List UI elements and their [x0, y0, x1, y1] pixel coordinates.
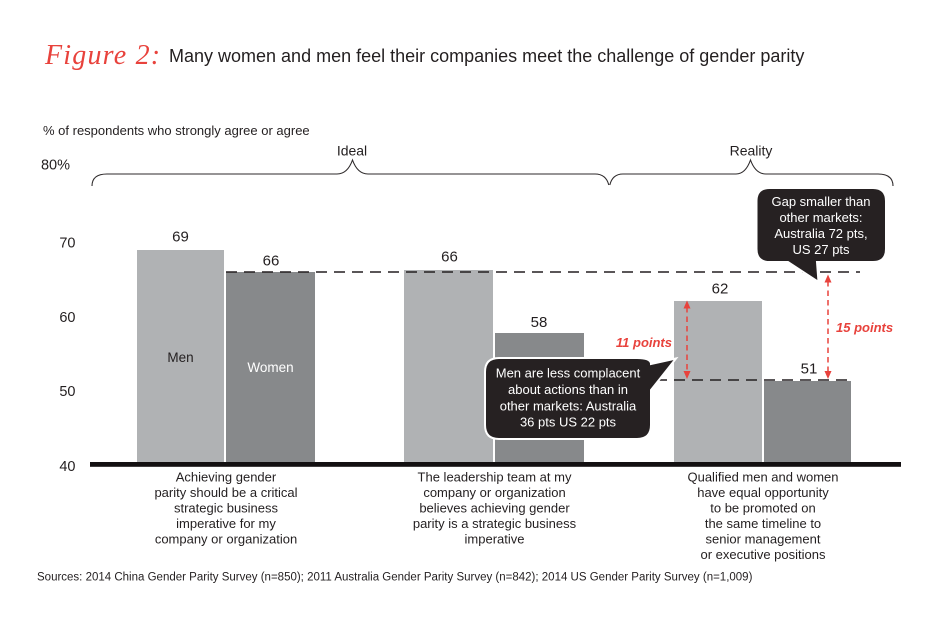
svg-text:imperative: imperative	[465, 532, 525, 547]
svg-text:Qualified men and women: Qualified men and women	[687, 470, 838, 485]
svg-text:11 points: 11 points	[616, 335, 672, 350]
svg-text:strategic business: strategic business	[174, 501, 279, 516]
svg-text:Men are less complacent: Men are less complacent	[496, 366, 641, 381]
svg-text:other markets: Australia: other markets: Australia	[500, 399, 637, 414]
svg-text:36 pts US 22 pts: 36 pts US 22 pts	[520, 415, 617, 430]
svg-text:imperative for my: imperative for my	[176, 516, 276, 531]
svg-text:The leadership team at my: The leadership team at my	[418, 470, 572, 485]
svg-text:Australia 72 pts,: Australia 72 pts,	[774, 226, 867, 241]
svg-text:US 27 pts: US 27 pts	[792, 242, 850, 257]
svg-text:50: 50	[59, 384, 75, 400]
svg-text:15 points: 15 points	[836, 320, 893, 335]
svg-text:about actions than in: about actions than in	[508, 382, 628, 397]
svg-text:51: 51	[801, 361, 818, 378]
svg-text:company or organization: company or organization	[423, 485, 565, 500]
svg-text:70: 70	[59, 236, 75, 252]
svg-text:Gap smaller than: Gap smaller than	[772, 194, 871, 209]
svg-text:Ideal: Ideal	[337, 143, 367, 159]
svg-text:69: 69	[172, 229, 189, 246]
svg-text:40: 40	[59, 459, 75, 475]
svg-text:66: 66	[441, 249, 458, 266]
svg-text:parity should be a critical: parity should be a critical	[154, 485, 297, 500]
svg-text:% of respondents who strongly: % of respondents who strongly agree or a…	[43, 123, 310, 138]
svg-text:other markets:: other markets:	[779, 210, 862, 225]
svg-text:Sources: 2014 China Gender Par: Sources: 2014 China Gender Parity Survey…	[37, 572, 753, 584]
svg-text:Many women and men feel their: Many women and men feel their companies …	[169, 46, 804, 66]
svg-text:Women: Women	[247, 360, 293, 375]
svg-text:parity is a strategic business: parity is a strategic business	[413, 516, 577, 531]
svg-text:company or organization: company or organization	[155, 532, 297, 547]
svg-text:Men: Men	[167, 350, 193, 365]
svg-text:senior management: senior management	[706, 532, 821, 547]
svg-text:62: 62	[712, 281, 729, 298]
svg-text:58: 58	[531, 314, 548, 331]
svg-text:have equal opportunity: have equal opportunity	[697, 485, 829, 500]
svg-text:the same timeline to: the same timeline to	[705, 516, 821, 531]
svg-text:Figure 2:: Figure 2:	[44, 40, 161, 71]
svg-text:Reality: Reality	[730, 143, 773, 159]
svg-text:66: 66	[263, 253, 280, 270]
svg-text:or executive positions: or executive positions	[700, 547, 826, 562]
svg-text:60: 60	[59, 310, 75, 326]
svg-text:80%: 80%	[41, 158, 70, 174]
svg-text:Achieving gender: Achieving gender	[176, 470, 277, 485]
svg-text:to be promoted on: to be promoted on	[710, 501, 816, 516]
svg-text:believes achieving gender: believes achieving gender	[419, 501, 570, 516]
